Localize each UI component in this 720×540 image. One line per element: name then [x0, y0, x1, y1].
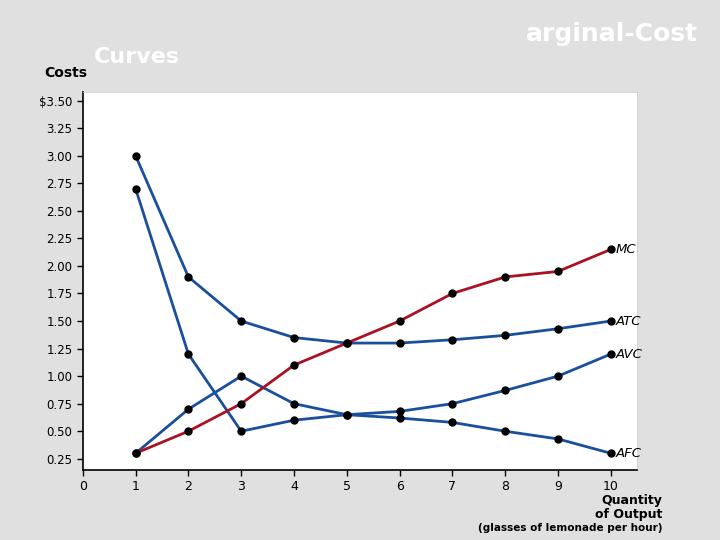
Text: arginal-Cost: arginal-Cost — [526, 22, 698, 46]
Text: Quantity: Quantity — [601, 494, 662, 507]
Text: Curves: Curves — [94, 46, 180, 66]
Text: AVC: AVC — [616, 348, 643, 361]
Text: ATC: ATC — [616, 314, 642, 328]
Text: Costs: Costs — [44, 66, 87, 80]
Text: AFC: AFC — [616, 447, 642, 460]
Text: of Output: of Output — [595, 508, 662, 521]
Text: MC: MC — [616, 243, 636, 256]
Text: (glasses of lemonade per hour): (glasses of lemonade per hour) — [478, 523, 662, 533]
